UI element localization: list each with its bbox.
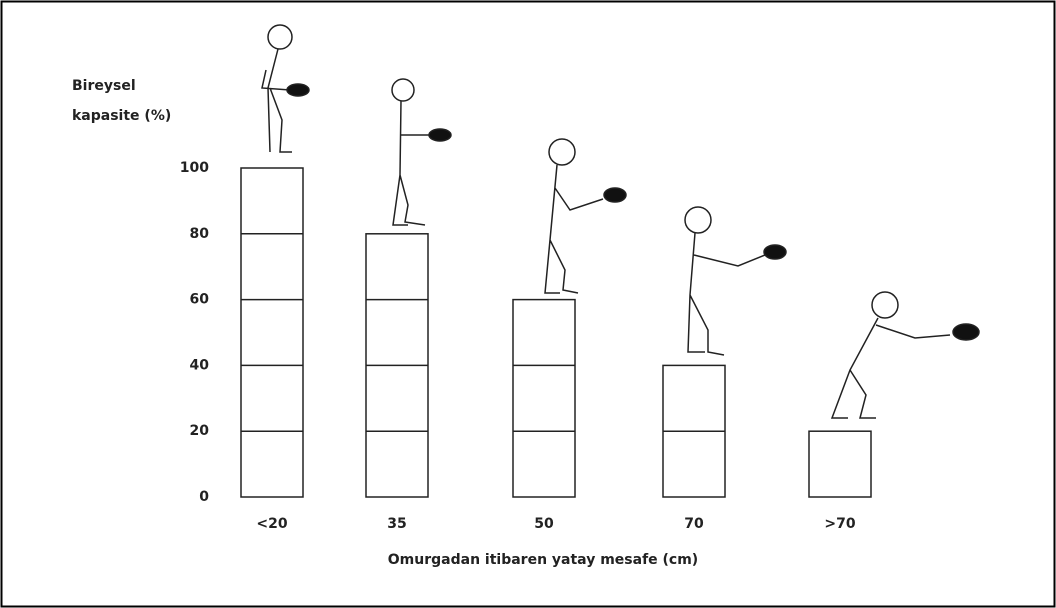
bar [241, 168, 303, 497]
x-tick-label: 35 [387, 516, 406, 532]
chart: Bireysel kapasite (%) Omurgadan itibaren… [0, 0, 1056, 608]
bar [513, 300, 575, 497]
y-tick-label: 100 [180, 160, 209, 176]
y-tick-label: 20 [190, 423, 210, 439]
y-tick-label: 60 [190, 292, 210, 308]
x-tick-label: <20 [256, 516, 287, 532]
y-tick-label: 40 [190, 357, 210, 373]
bar [809, 431, 871, 497]
y-axis-label-line1: Bireysel [72, 78, 136, 94]
x-tick-label: 50 [534, 516, 554, 532]
x-axis-label: Omurgadan itibaren yatay mesafe (cm) [388, 552, 698, 568]
y-tick-label: 0 [199, 489, 209, 505]
y-axis-label-line2: kapasite (%) [72, 108, 171, 124]
y-tick-label: 80 [190, 226, 210, 242]
x-tick-label: >70 [824, 516, 855, 532]
x-tick-label: 70 [684, 516, 704, 532]
